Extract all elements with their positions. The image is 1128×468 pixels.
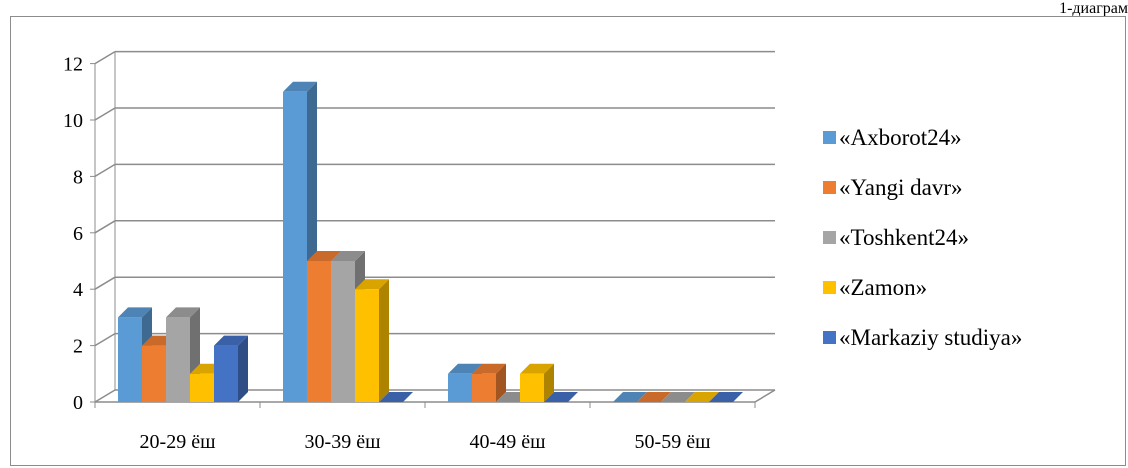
legend-label: «Markaziy studiya» [839, 325, 1022, 350]
bar-top [118, 307, 152, 318]
bar-side [379, 279, 389, 402]
y-tick-label: 0 [73, 392, 83, 414]
bar-front [307, 261, 331, 402]
legend-swatch [823, 231, 836, 244]
bar-top [355, 279, 389, 290]
bar-front [520, 373, 544, 402]
bar-front [331, 261, 355, 402]
chart-frame: 0 2 4 6 8 10 12 20-29 ёш 30-39 ёш 40-49 ёш 50-59 ё… [10, 16, 1126, 466]
bar-top [544, 392, 578, 402]
gridline-side [94, 163, 116, 178]
bar-front [448, 373, 472, 402]
y-tick-label: 4 [73, 279, 83, 301]
legend-swatch [823, 331, 836, 344]
bar-front [190, 373, 214, 402]
bar [685, 392, 719, 402]
bar-top [379, 392, 413, 402]
y-tick-label: 8 [73, 166, 83, 188]
bar-top [214, 335, 248, 346]
bar [661, 392, 695, 402]
bar [355, 279, 389, 402]
bar-chart: 0 2 4 6 8 10 12 20-29 ёш 30-39 ёш 40-49 ёш 50-59 ё… [63, 50, 1022, 453]
gridline-side [94, 332, 116, 347]
y-tick-label: 2 [73, 336, 83, 358]
bar-front [283, 91, 307, 403]
legend-label: «Toshkent24» [839, 225, 969, 250]
bar-top [709, 392, 743, 402]
bar-front [118, 317, 142, 402]
x-tick-label: 40-49 ёш [470, 431, 547, 453]
legend-label: «Zamon» [839, 275, 927, 300]
bar-front [166, 317, 190, 402]
legend-swatch [823, 181, 836, 194]
y-tick-label: 6 [73, 223, 83, 245]
figure-caption: 1-диаграм [1059, 0, 1128, 17]
bar [472, 363, 506, 402]
legend-item: «Toshkent24» [823, 225, 969, 250]
bar-top [307, 251, 341, 261]
gridlines [94, 50, 775, 403]
gridline-side [94, 220, 116, 234]
x-tick-label: 30-39 ёш [305, 431, 382, 453]
bar [637, 392, 671, 402]
bar-front [472, 373, 496, 402]
bar-top [283, 81, 317, 92]
bar-side [496, 363, 506, 402]
legend: «Axborot24» «Yangi davr» «Toshkent24» «Zamo… [823, 125, 1022, 350]
legend-item: «Yangi davr» [823, 175, 963, 200]
bar [709, 392, 743, 402]
bar [520, 363, 554, 402]
bar-side [544, 363, 554, 402]
y-tick-label: 10 [63, 110, 83, 132]
bar-top [166, 307, 200, 318]
legend-label: «Yangi davr» [839, 175, 963, 200]
bar [544, 392, 578, 402]
bar-side [238, 335, 248, 402]
bars [118, 81, 743, 403]
legend-item: «Zamon» [823, 275, 927, 300]
bar [613, 392, 647, 402]
bar-front [355, 289, 379, 402]
bar-top [520, 363, 554, 374]
bar-top [472, 363, 506, 374]
bar-front [214, 345, 238, 402]
bar-top [685, 392, 719, 402]
bar-front [142, 345, 166, 402]
gridline-side [94, 107, 116, 121]
legend-label: «Axborot24» [839, 125, 962, 150]
bar-top [637, 392, 671, 402]
gridline-side [94, 389, 116, 403]
y-tick-label: 12 [63, 54, 83, 76]
bar-top [613, 392, 647, 402]
bar-top [448, 363, 482, 374]
legend-item: «Markaziy studiya» [823, 325, 1022, 350]
x-tick-label: 20-29 ёш [140, 431, 217, 453]
gridline-side [94, 50, 116, 65]
x-tick-label: 50-59 ёш [635, 431, 712, 453]
gridline-side [94, 276, 116, 290]
bar [379, 392, 413, 402]
bar [214, 335, 248, 402]
legend-swatch [823, 281, 836, 294]
legend-swatch [823, 131, 836, 144]
legend-item: «Axborot24» [823, 125, 962, 150]
bar-top [661, 392, 695, 402]
bar-top [331, 251, 365, 261]
floor-right-edge [754, 389, 776, 403]
